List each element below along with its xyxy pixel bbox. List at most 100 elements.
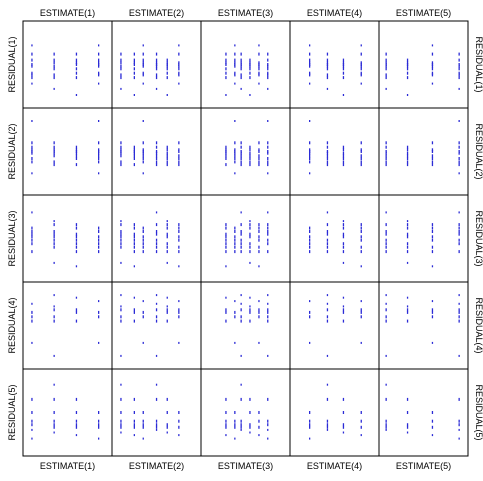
point-r5-c5-1-1 bbox=[406, 397, 409, 401]
point-r1-c5-2-4 bbox=[431, 63, 434, 66]
point-r3-c5-2-4 bbox=[431, 230, 434, 233]
point-r1-c2-2-8 bbox=[142, 73, 144, 77]
point-r1-c2-1-12 bbox=[133, 94, 135, 96]
panel-r3-c4 bbox=[289, 194, 380, 283]
point-r1-c1-3-1 bbox=[98, 52, 100, 56]
point-r1-c2-5-7 bbox=[178, 71, 180, 75]
point-r5-c2-0-3 bbox=[120, 419, 122, 423]
point-r2-c1-3-4 bbox=[98, 150, 100, 153]
point-r1-c3-3-4 bbox=[249, 63, 251, 66]
point-r3-c3-2-9 bbox=[240, 245, 242, 249]
point-r5-c2-1-4 bbox=[133, 423, 135, 427]
point-r1-c1-2-12 bbox=[75, 94, 78, 96]
point-r3-c2-1-10 bbox=[133, 250, 135, 254]
point-r1-c2-5-3 bbox=[178, 61, 180, 65]
point-r2-c4-0-0 bbox=[309, 120, 311, 122]
point-r1-c2-5-4 bbox=[178, 63, 180, 66]
point-r3-c2-1-6 bbox=[133, 235, 135, 239]
point-r2-c5-0-1 bbox=[385, 141, 387, 145]
point-r2-c3-3-8 bbox=[249, 160, 251, 164]
point-r4-c5-1-8 bbox=[406, 319, 409, 323]
point-r3-c2-2-10 bbox=[142, 250, 144, 254]
point-r1-c2-1-2 bbox=[133, 58, 135, 62]
point-r5-c2-0-2 bbox=[120, 411, 122, 414]
point-r2-c1-3-6 bbox=[98, 154, 100, 158]
point-r4-c1-2-6 bbox=[75, 310, 78, 314]
point-r1-c4-1-3 bbox=[326, 61, 329, 65]
point-r5-c2-3-1 bbox=[155, 397, 158, 401]
point-r1-c3-2-5 bbox=[240, 64, 242, 68]
point-r4-c3-5-10 bbox=[267, 354, 269, 357]
point-r3-c3-3-3 bbox=[249, 226, 251, 230]
point-r2-c4-3-1 bbox=[360, 141, 362, 145]
point-r4-c2-4-6 bbox=[166, 310, 168, 314]
x-label-bottom-4: ESTIMATE(4) bbox=[307, 461, 362, 471]
point-r2-c2-5-8 bbox=[178, 160, 180, 164]
point-r5-c1-1-3 bbox=[53, 419, 55, 423]
point-r5-c2-5-5 bbox=[178, 425, 180, 429]
point-r1-c3-2-8 bbox=[240, 73, 242, 77]
point-r3-c5-0-9 bbox=[385, 245, 387, 249]
point-r2-c4-1-1 bbox=[326, 141, 329, 145]
point-r2-c3-5-7 bbox=[267, 157, 269, 160]
point-r3-c3-1-7 bbox=[234, 238, 236, 242]
point-r5-c5-2-8 bbox=[431, 434, 434, 437]
point-r2-c3-1-7 bbox=[234, 157, 236, 160]
point-r3-c3-5-7 bbox=[267, 238, 269, 242]
point-r3-c1-1-7 bbox=[53, 238, 55, 242]
point-r5-c3-5-1 bbox=[267, 397, 269, 401]
point-r2-c5-2-1 bbox=[431, 141, 434, 145]
point-r5-c1-2-1 bbox=[75, 397, 78, 401]
point-r3-c2-5-10 bbox=[178, 250, 180, 254]
point-r3-c1-0-6 bbox=[31, 235, 33, 239]
point-r3-c3-4-2 bbox=[258, 223, 260, 227]
point-r3-c3-3-8 bbox=[249, 242, 251, 246]
point-r3-c2-3-8 bbox=[155, 242, 158, 246]
point-r3-c5-2-2 bbox=[431, 223, 434, 227]
point-r5-c4-1-6 bbox=[326, 428, 329, 431]
point-r5-c1-0-4 bbox=[31, 423, 33, 427]
point-r3-c5-2-9 bbox=[431, 245, 434, 249]
y-label-left-3: RESIDUAL(3) bbox=[7, 210, 17, 266]
point-r5-c2-0-4 bbox=[120, 423, 122, 427]
point-r3-c5-1-2 bbox=[406, 223, 409, 227]
point-r4-c3-5-5 bbox=[267, 308, 269, 312]
point-r1-c5-0-2 bbox=[385, 58, 387, 62]
point-r3-c1-1-11 bbox=[53, 261, 55, 264]
point-r2-c2-1-5 bbox=[133, 151, 135, 155]
point-r4-c5-0-7 bbox=[385, 315, 387, 319]
point-r1-c5-2-8 bbox=[431, 73, 434, 77]
point-r5-c5-1-5 bbox=[406, 425, 409, 429]
point-r4-c2-4-1 bbox=[166, 296, 168, 299]
point-r2-c2-2-5 bbox=[142, 151, 144, 155]
point-r4-c2-3-5 bbox=[155, 308, 158, 312]
point-r1-c2-2-7 bbox=[142, 71, 144, 75]
point-r1-c3-0-9 bbox=[225, 76, 227, 80]
point-r4-c4-1-3 bbox=[326, 302, 329, 305]
point-r4-c3-5-0 bbox=[267, 294, 269, 297]
point-r3-c2-3-4 bbox=[155, 230, 158, 233]
point-r1-c1-0-2 bbox=[31, 58, 33, 62]
point-r5-c3-4-5 bbox=[258, 425, 260, 429]
point-r4-c2-5-2 bbox=[178, 300, 180, 303]
point-r4-c1-2-8 bbox=[75, 319, 78, 323]
point-r3-c1-1-9 bbox=[53, 245, 55, 249]
point-r5-c3-0-3 bbox=[225, 419, 227, 423]
point-r4-c2-0-8 bbox=[120, 319, 122, 323]
point-r3-c3-2-5 bbox=[240, 232, 242, 236]
point-r5-c2-4-2 bbox=[166, 411, 168, 414]
point-r3-c2-1-2 bbox=[133, 223, 135, 227]
point-r1-c2-2-2 bbox=[142, 58, 144, 62]
point-r3-c2-5-7 bbox=[178, 238, 180, 242]
point-r1-c2-3-11 bbox=[155, 87, 158, 90]
point-r1-c5-1-7 bbox=[406, 71, 409, 75]
point-r3-c2-0-1 bbox=[120, 220, 122, 223]
point-r2-c2-2-10 bbox=[142, 172, 144, 175]
point-r5-c1-2-4 bbox=[75, 423, 78, 427]
point-r1-c3-2-11 bbox=[240, 87, 242, 90]
point-r5-c2-0-5 bbox=[120, 425, 122, 429]
point-r3-c4-3-6 bbox=[360, 235, 362, 239]
point-r5-c2-3-5 bbox=[155, 425, 158, 429]
point-r1-c3-1-2 bbox=[234, 58, 236, 62]
point-r2-c2-3-1 bbox=[155, 141, 158, 145]
